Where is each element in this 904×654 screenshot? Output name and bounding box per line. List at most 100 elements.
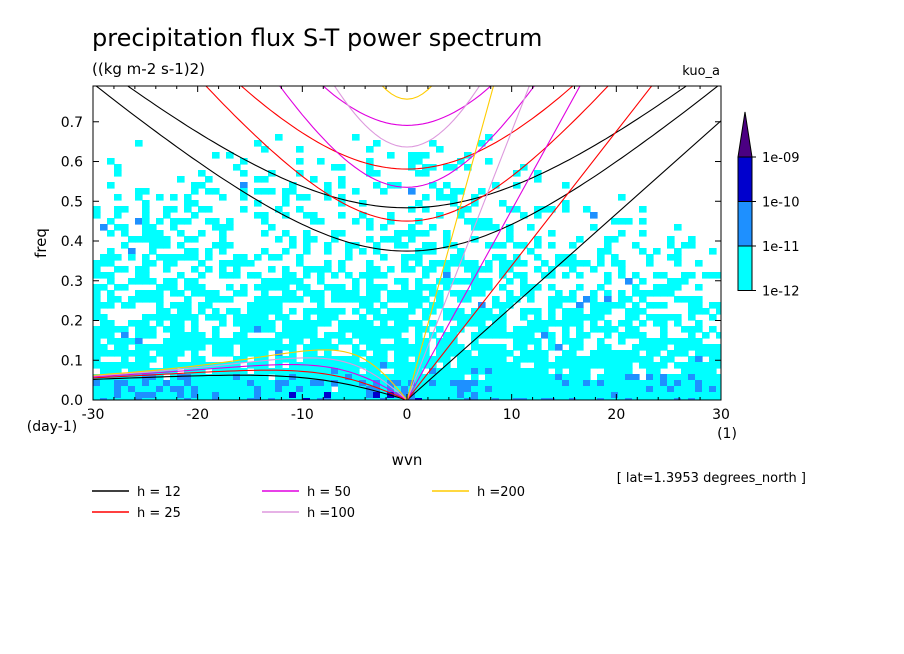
spectrum-cell <box>275 284 283 291</box>
spectrum-cell <box>597 260 605 267</box>
spectrum-cell <box>107 248 115 255</box>
spectrum-cell <box>618 356 626 363</box>
spectrum-cell <box>499 254 507 261</box>
spectrum-cell <box>471 272 479 279</box>
spectrum-cell <box>471 356 479 363</box>
spectrum-cell <box>373 266 381 273</box>
spectrum-cell <box>268 308 276 315</box>
spectrum-cell <box>121 380 129 387</box>
spectrum-cell <box>520 278 528 285</box>
spectrum-cell <box>625 278 633 285</box>
spectrum-cell <box>226 398 234 400</box>
spectrum-cell <box>212 386 220 393</box>
spectrum-cell <box>478 350 486 357</box>
spectrum-cell <box>317 302 325 309</box>
spectrum-cell <box>324 284 332 291</box>
spectrum-cell <box>520 272 528 279</box>
spectrum-cell <box>471 314 479 321</box>
spectrum-cell <box>233 362 241 369</box>
spectrum-cell <box>520 260 528 267</box>
spectrum-cell <box>639 392 647 399</box>
legend-label: h =200 <box>477 485 525 500</box>
spectrum-cell <box>667 380 675 387</box>
series-line <box>406 86 653 400</box>
spectrum-cell <box>373 242 381 249</box>
spectrum-cell <box>170 218 178 225</box>
series-line <box>93 374 408 400</box>
spectrum-cell <box>709 350 717 357</box>
spectrum-cell <box>702 344 710 351</box>
spectrum-cell <box>331 236 339 243</box>
spectrum-cell <box>667 284 675 291</box>
spectrum-cell <box>709 386 717 393</box>
spectrum-cell <box>156 218 164 225</box>
spectrum-cell <box>163 398 171 400</box>
spectrum-cell <box>457 308 465 315</box>
spectrum-cell <box>296 398 304 400</box>
spectrum-cell <box>415 290 423 297</box>
spectrum-cell <box>660 290 668 297</box>
spectrum-cell <box>310 236 318 243</box>
spectrum-cell <box>499 362 507 369</box>
spectrum-cell <box>282 266 290 273</box>
spectrum-cell <box>289 380 297 387</box>
spectrum-cell <box>499 200 507 207</box>
spectrum-cell <box>107 362 115 369</box>
spectrum-cell <box>541 362 549 369</box>
spectrum-cell <box>457 320 465 327</box>
spectrum-cell <box>618 338 626 345</box>
spectrum-cell <box>310 368 318 375</box>
spectrum-cell <box>590 392 598 399</box>
spectrum-cell <box>338 182 346 189</box>
spectrum-cell <box>604 386 612 393</box>
spectrum-cell <box>457 206 465 213</box>
spectrum-cell <box>303 326 311 333</box>
spectrum-cell <box>583 386 591 393</box>
spectrum-cell <box>464 290 472 297</box>
spectrum-cell <box>191 266 199 273</box>
spectrum-cell <box>674 278 682 285</box>
spectrum-cell <box>492 314 500 321</box>
spectrum-cell <box>191 200 199 207</box>
spectrum-cell <box>289 182 297 189</box>
spectrum-cell <box>345 254 353 261</box>
spectrum-cell <box>569 290 577 297</box>
spectrum-cell <box>387 308 395 315</box>
spectrum-cell <box>142 212 150 219</box>
spectrum-cell <box>177 380 185 387</box>
spectrum-cell <box>282 368 290 375</box>
spectrum-cell <box>485 308 493 315</box>
spectrum-cell <box>520 338 528 345</box>
spectrum-cell <box>401 326 409 333</box>
spectrum-cell <box>177 302 185 309</box>
spectrum-cell <box>569 308 577 315</box>
spectrum-cell <box>387 380 395 387</box>
spectrum-cell <box>639 206 647 213</box>
spectrum-cell <box>324 368 332 375</box>
spectrum-cell <box>240 284 248 291</box>
spectrum-cell <box>303 344 311 351</box>
spectrum-cell <box>296 380 304 387</box>
spectrum-cell <box>212 350 220 357</box>
spectrum-cell <box>128 380 136 387</box>
spectrum-cell <box>478 308 486 315</box>
spectrum-cell <box>569 296 577 303</box>
spectrum-cell <box>541 368 549 375</box>
spectrum-cell <box>618 398 626 400</box>
spectrum-cell <box>261 326 269 333</box>
spectrum-cell <box>457 212 465 219</box>
spectrum-cell <box>457 386 465 393</box>
spectrum-cell <box>688 386 696 393</box>
spectrum-cell <box>170 314 178 321</box>
spectrum-cell <box>310 176 318 183</box>
spectrum-cell <box>394 380 402 387</box>
spectrum-cell <box>303 392 311 399</box>
spectrum-cell <box>282 212 290 219</box>
spectrum-cell <box>471 218 479 225</box>
y-tick-label: 0.3 <box>61 274 83 290</box>
spectrum-cell <box>366 368 374 375</box>
spectrum-cell <box>422 308 430 315</box>
spectrum-cell <box>212 188 220 195</box>
spectrum-cell <box>429 182 437 189</box>
